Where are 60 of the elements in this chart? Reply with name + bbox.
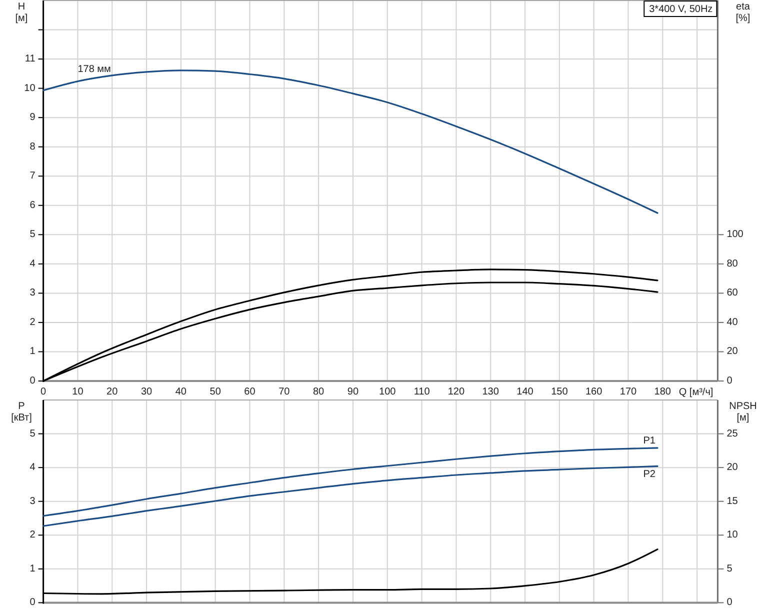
y-tick-label: 5	[30, 229, 36, 240]
x-tick-label: 150	[551, 386, 568, 398]
x-tick-label: 170	[620, 386, 638, 398]
y2-tick-label: 60	[726, 288, 738, 299]
y-tick-label: 8	[30, 141, 36, 152]
x-tick-label: 80	[313, 386, 325, 398]
x-tick-label: 40	[175, 386, 187, 398]
y2-tick-label: 100	[726, 229, 744, 240]
y-tick-label: 3	[30, 496, 36, 507]
y-axis-title: P [кВт]	[11, 401, 32, 424]
y2-tick-label: 15	[726, 496, 738, 507]
y-tick-label: 2	[30, 316, 36, 328]
y-tick-label: 3	[30, 288, 36, 299]
y2-tick-label: 5	[726, 563, 733, 574]
x-tick-label: 130	[482, 386, 500, 398]
x-tick-label: 90	[347, 386, 359, 398]
x-tick-label: 50	[210, 386, 222, 398]
y2-axis-title: NPSH [м]	[729, 401, 757, 424]
x-tick-label: 180	[654, 386, 672, 398]
y-tick-label: 1	[30, 563, 36, 574]
x-tick-label: 0	[40, 386, 47, 398]
y-tick-label: 9	[30, 112, 36, 124]
y2-tick-label: 80	[726, 258, 738, 270]
x-tick-label: 110	[414, 386, 430, 398]
x-tick-label: 100	[379, 386, 396, 398]
series-label: P1	[643, 434, 656, 446]
y2-tick-label: 25	[726, 428, 738, 440]
y-tick-label: 4	[30, 462, 36, 474]
y2-tick-label: 20	[726, 346, 738, 358]
y-tick-label: 5	[30, 428, 36, 440]
y2-tick-label: 40	[726, 316, 738, 328]
chart-title: 3*400 V, 50Hz	[649, 4, 713, 14]
series-label: P2	[643, 468, 656, 480]
y-axis-title: H [м]	[15, 2, 28, 24]
x-tick-label: 30	[140, 386, 153, 398]
line-series	[42, 447, 658, 517]
y-tick-label: 11	[24, 54, 36, 65]
y-tick-label: 0	[30, 597, 36, 608]
y-tick-label: 7	[30, 170, 36, 182]
y2-axis-title: eta [%]	[736, 2, 750, 24]
x-tick-label: 10	[72, 386, 84, 398]
y2-tick-label: 10	[726, 530, 738, 541]
y2-tick-label: 20	[726, 462, 738, 474]
x-tick-label: 140	[516, 386, 534, 398]
x-tick-label: 70	[278, 386, 290, 398]
x-tick-label: 120	[448, 386, 465, 398]
y2-tick-label: 0	[726, 597, 733, 608]
x-axis-title: Q [м³/ч]	[678, 386, 714, 398]
annotation: 178 мм	[78, 64, 112, 76]
y-tick-label: 6	[30, 200, 36, 211]
y-tick-label: 10	[24, 82, 36, 94]
y-tick-label: 2	[30, 530, 36, 541]
y-tick-label: 0	[30, 376, 36, 386]
x-tick-label: 160	[585, 386, 603, 398]
y-tick-label: 1	[30, 346, 36, 358]
line-series	[42, 465, 658, 527]
x-tick-label: 20	[106, 386, 118, 398]
x-tick-label: 60	[244, 386, 256, 398]
y-tick-label: 4	[30, 258, 36, 270]
y2-tick-label: 0	[726, 376, 733, 386]
